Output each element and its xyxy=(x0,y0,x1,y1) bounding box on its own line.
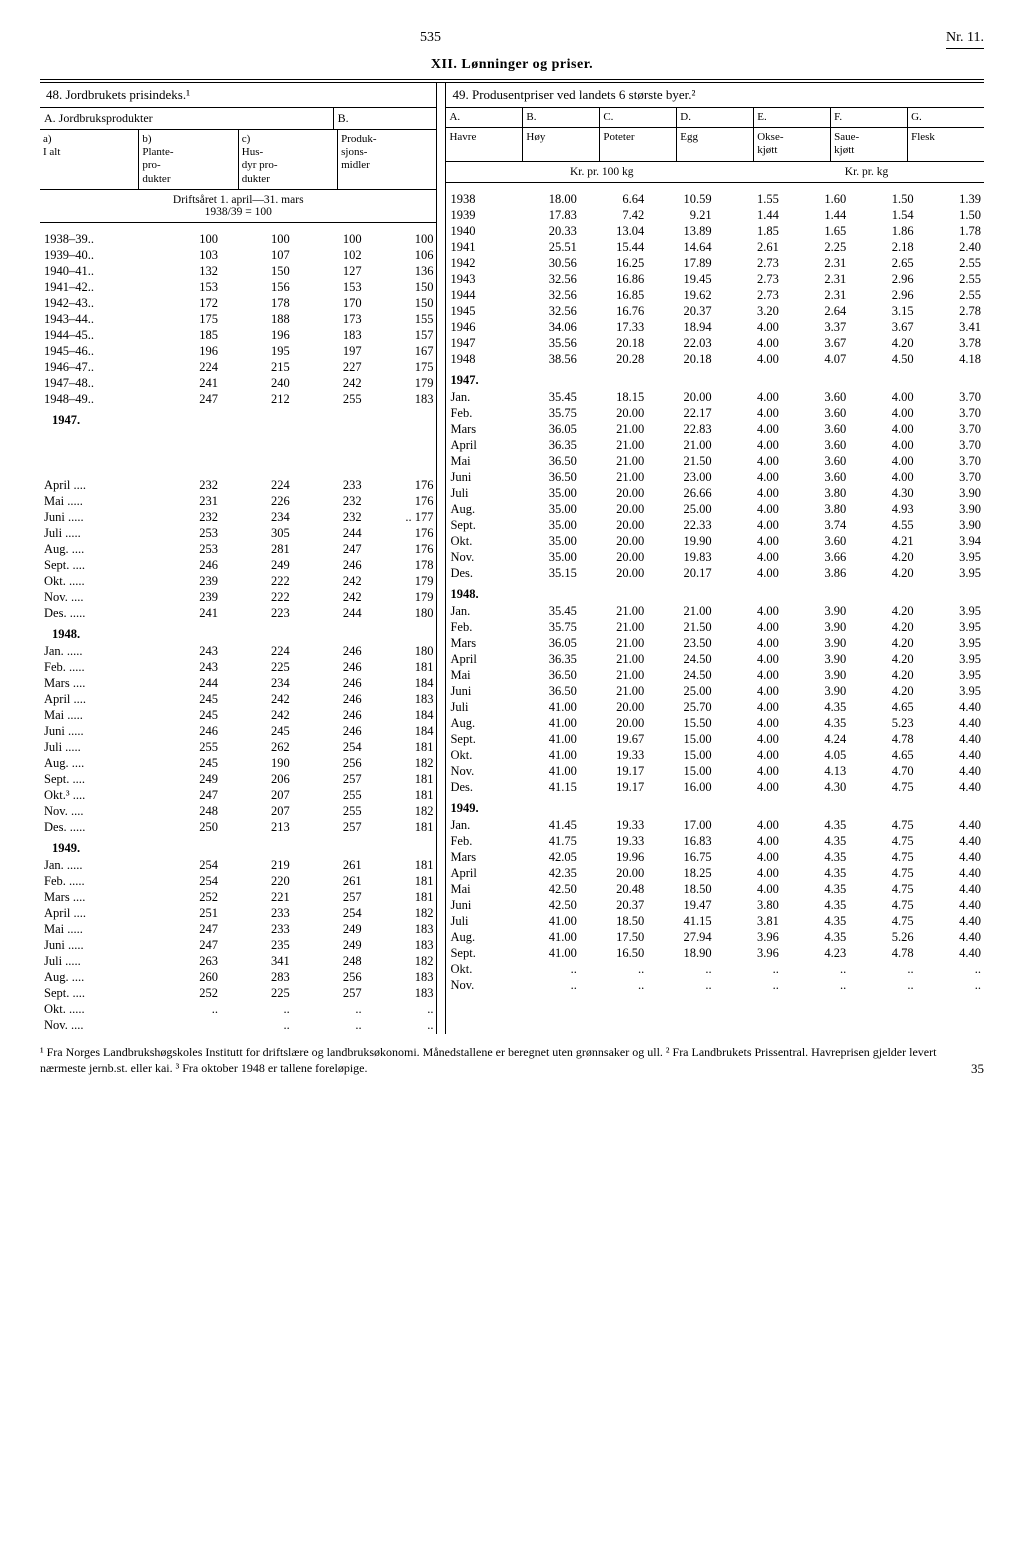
c-okse: Okse- kjøtt xyxy=(754,128,831,160)
footnote-text: ¹ Fra Norges Landbrukshøgskoles Institut… xyxy=(40,1045,936,1075)
let-d: D. xyxy=(677,108,754,127)
tables-container: 48. Jordbrukets prisindeks.¹ A. Jordbruk… xyxy=(40,82,984,1034)
sub-a: A. Jordbruksprodukter xyxy=(40,108,334,129)
bottom-page-number: 35 xyxy=(971,1060,984,1078)
let-b: B. xyxy=(523,108,600,127)
unit-right: Kr. pr. kg xyxy=(753,166,980,178)
table-49: 49. Produsentpriser ved landets 6 størst… xyxy=(446,83,984,1034)
unit-left: Kr. pr. 100 kg xyxy=(450,166,753,178)
let-f: F. xyxy=(831,108,908,127)
table-49-letters: A. B. C. D. E. F. G. xyxy=(446,108,984,128)
divider xyxy=(40,79,984,80)
footnote: ¹ Fra Norges Landbrukshøgskoles Institut… xyxy=(40,1044,984,1076)
table-48-data: 1938–39..1001001001001939–40..1031071021… xyxy=(40,223,436,1034)
c-poteter: Poteter xyxy=(600,128,677,160)
c-egg: Egg xyxy=(677,128,754,160)
unit-row: Kr. pr. 100 kg Kr. pr. kg xyxy=(446,162,984,183)
drift-row: Driftsåret 1. april—31. mars 1938/39 = 1… xyxy=(40,190,436,223)
table-48-cols: a) I alt b) Plante- pro- dukter c) Hus- … xyxy=(40,130,436,190)
let-g: G. xyxy=(908,108,984,127)
table-49-title: 49. Produsentpriser ved landets 6 størst… xyxy=(446,83,984,108)
table-48: 48. Jordbrukets prisindeks.¹ A. Jordbruk… xyxy=(40,83,437,1034)
col-c: c) Hus- dyr pro- dukter xyxy=(239,130,338,189)
table-48-subheader: A. Jordbruksprodukter B. xyxy=(40,108,436,130)
spacer xyxy=(437,83,446,1034)
sub-b: B. xyxy=(334,108,437,129)
page-header: 535 Nr. 11. xyxy=(40,30,984,49)
c-hoy: Høy xyxy=(523,128,600,160)
col-d: Produk- sjons- midler xyxy=(338,130,436,189)
c-flesk: Flesk xyxy=(908,128,984,160)
c-saue: Saue- kjøtt xyxy=(831,128,908,160)
let-e: E. xyxy=(754,108,831,127)
let-c: C. xyxy=(600,108,677,127)
table-48-title: 48. Jordbrukets prisindeks.¹ xyxy=(40,83,436,108)
col-a: a) I alt xyxy=(40,130,139,189)
table-49-data: 193818.006.6410.591.551.601.501.39193917… xyxy=(446,183,984,994)
c-havre: Havre xyxy=(446,128,523,160)
page-number: 535 xyxy=(420,30,441,49)
issue-number: Nr. 11. xyxy=(946,30,984,49)
table-49-cols: Havre Høy Poteter Egg Okse- kjøtt Saue- … xyxy=(446,128,984,161)
col-b: b) Plante- pro- dukter xyxy=(139,130,238,189)
let-a: A. xyxy=(446,108,523,127)
section-title: XII. Lønninger og priser. xyxy=(40,57,984,73)
